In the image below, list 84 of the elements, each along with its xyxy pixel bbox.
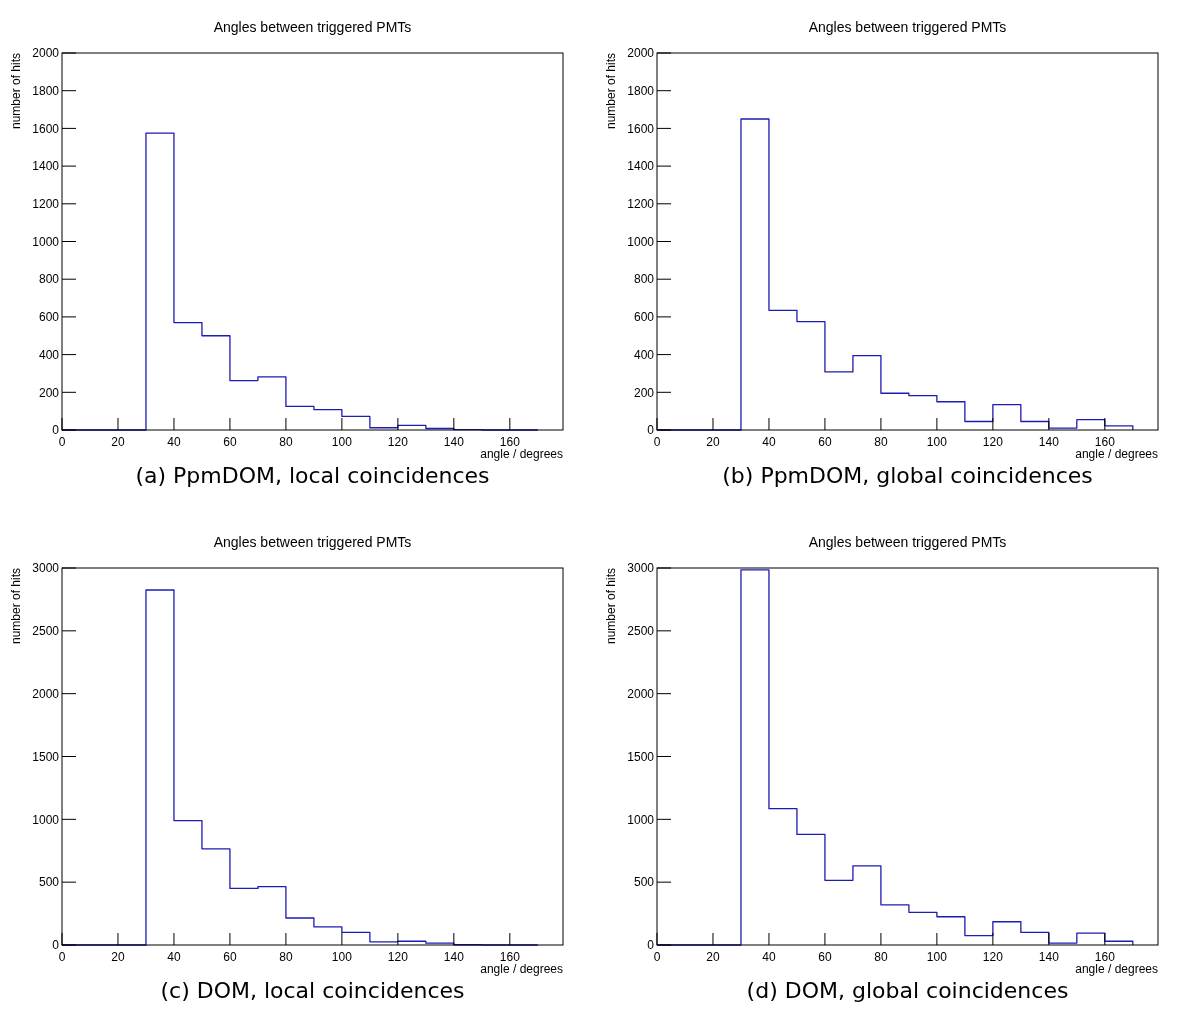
y-tick-label: 1800	[32, 83, 60, 98]
y-tick-label: 500	[633, 875, 655, 890]
x-tick-label: 140	[443, 435, 465, 449]
x-tick-label: 160	[1094, 435, 1116, 449]
chart-title: Angles between triggered PMTs	[213, 19, 412, 35]
x-tick-label: 100	[331, 950, 353, 964]
y-tick-label: 0	[647, 423, 655, 438]
chart-title: Angles between triggered PMTs	[808, 534, 1007, 550]
y-tick-label: 3000	[32, 561, 60, 576]
x-tick-label: 120	[982, 435, 1004, 449]
y-tick-label: 200	[633, 385, 655, 400]
y-tick-label: 1200	[32, 197, 60, 211]
y-tick-label: 200	[38, 385, 60, 400]
y-axis-title: number of hits	[604, 53, 618, 130]
y-tick-label: 2000	[32, 46, 60, 61]
y-tick-label: 1200	[627, 197, 655, 211]
x-axis-title: angle / degrees	[480, 447, 563, 461]
x-tick-label: 40	[167, 435, 181, 449]
x-tick-label: 100	[926, 435, 948, 449]
chart-title: Angles between triggered PMTs	[808, 19, 1007, 35]
y-tick-label: 1500	[627, 749, 655, 764]
y-tick-label: 600	[633, 310, 655, 325]
x-tick-label: 120	[387, 435, 409, 449]
x-tick-label: 120	[982, 950, 1004, 964]
x-tick-label: 20	[111, 950, 125, 964]
chart-title: Angles between triggered PMTs	[213, 534, 412, 550]
y-tick-label: 1800	[627, 83, 655, 98]
x-tick-label: 60	[818, 435, 832, 449]
y-axis-title: number of hits	[9, 53, 23, 130]
y-tick-label: 0	[52, 423, 60, 438]
x-tick-label: 160	[499, 950, 521, 964]
x-tick-label: 140	[443, 950, 465, 964]
x-tick-label: 20	[706, 950, 720, 964]
y-tick-label: 3000	[627, 561, 655, 576]
x-tick-label: 80	[874, 950, 888, 964]
y-tick-label: 1000	[627, 812, 655, 827]
x-tick-label: 140	[1038, 435, 1060, 449]
y-tick-label: 1000	[32, 234, 60, 249]
y-tick-label: 1500	[32, 749, 60, 764]
y-tick-label: 800	[38, 272, 60, 287]
x-tick-label: 140	[1038, 950, 1060, 964]
y-tick-label: 2500	[627, 624, 655, 639]
y-tick-label: 2500	[32, 624, 60, 639]
x-tick-label: 60	[818, 950, 832, 964]
text: (a) PpmDOM, local coincidences	[135, 463, 490, 488]
x-tick-label: 20	[706, 435, 720, 449]
y-axis-title: number of hits	[9, 568, 23, 645]
y-tick-label: 400	[633, 347, 655, 362]
x-tick-label: 160	[499, 435, 521, 449]
x-tick-label: 160	[1094, 950, 1116, 964]
x-tick-label: 40	[762, 950, 776, 964]
y-tick-label: 1600	[627, 121, 655, 136]
y-tick-label: 2000	[627, 686, 655, 701]
y-tick-label: 400	[38, 347, 60, 362]
y-tick-label: 600	[38, 310, 60, 325]
x-tick-label: 60	[223, 950, 237, 964]
y-tick-label: 1400	[32, 159, 60, 174]
x-tick-label: 80	[279, 950, 293, 964]
y-axis-title: number of hits	[604, 568, 618, 645]
x-axis-title: angle / degrees	[480, 962, 563, 976]
text: (c) DOM, local coincidences	[160, 978, 465, 1003]
x-tick-label: 100	[331, 435, 353, 449]
x-axis-title: angle / degrees	[1075, 962, 1158, 976]
x-axis-title: angle / degrees	[1075, 447, 1158, 461]
x-tick-label: 40	[167, 950, 181, 964]
y-tick-label: 0	[52, 938, 60, 953]
y-tick-label: 1400	[627, 159, 655, 174]
x-tick-label: 80	[279, 435, 293, 449]
x-tick-label: 20	[111, 435, 125, 449]
text: (b) PpmDOM, global coincidences	[722, 463, 1093, 488]
y-tick-label: 1000	[32, 812, 60, 827]
y-tick-label: 2000	[32, 686, 60, 701]
x-tick-label: 60	[223, 435, 237, 449]
y-tick-label: 800	[633, 272, 655, 287]
x-tick-label: 40	[762, 435, 776, 449]
x-tick-label: 120	[387, 950, 409, 964]
y-tick-label: 1600	[32, 121, 60, 136]
y-tick-label: 1000	[627, 234, 655, 249]
y-tick-label: 500	[38, 875, 60, 890]
x-tick-label: 100	[926, 950, 948, 964]
y-tick-label: 2000	[627, 46, 655, 61]
y-tick-label: 0	[647, 938, 655, 953]
x-tick-label: 80	[874, 435, 888, 449]
text: (d) DOM, global coincidences	[746, 978, 1069, 1003]
